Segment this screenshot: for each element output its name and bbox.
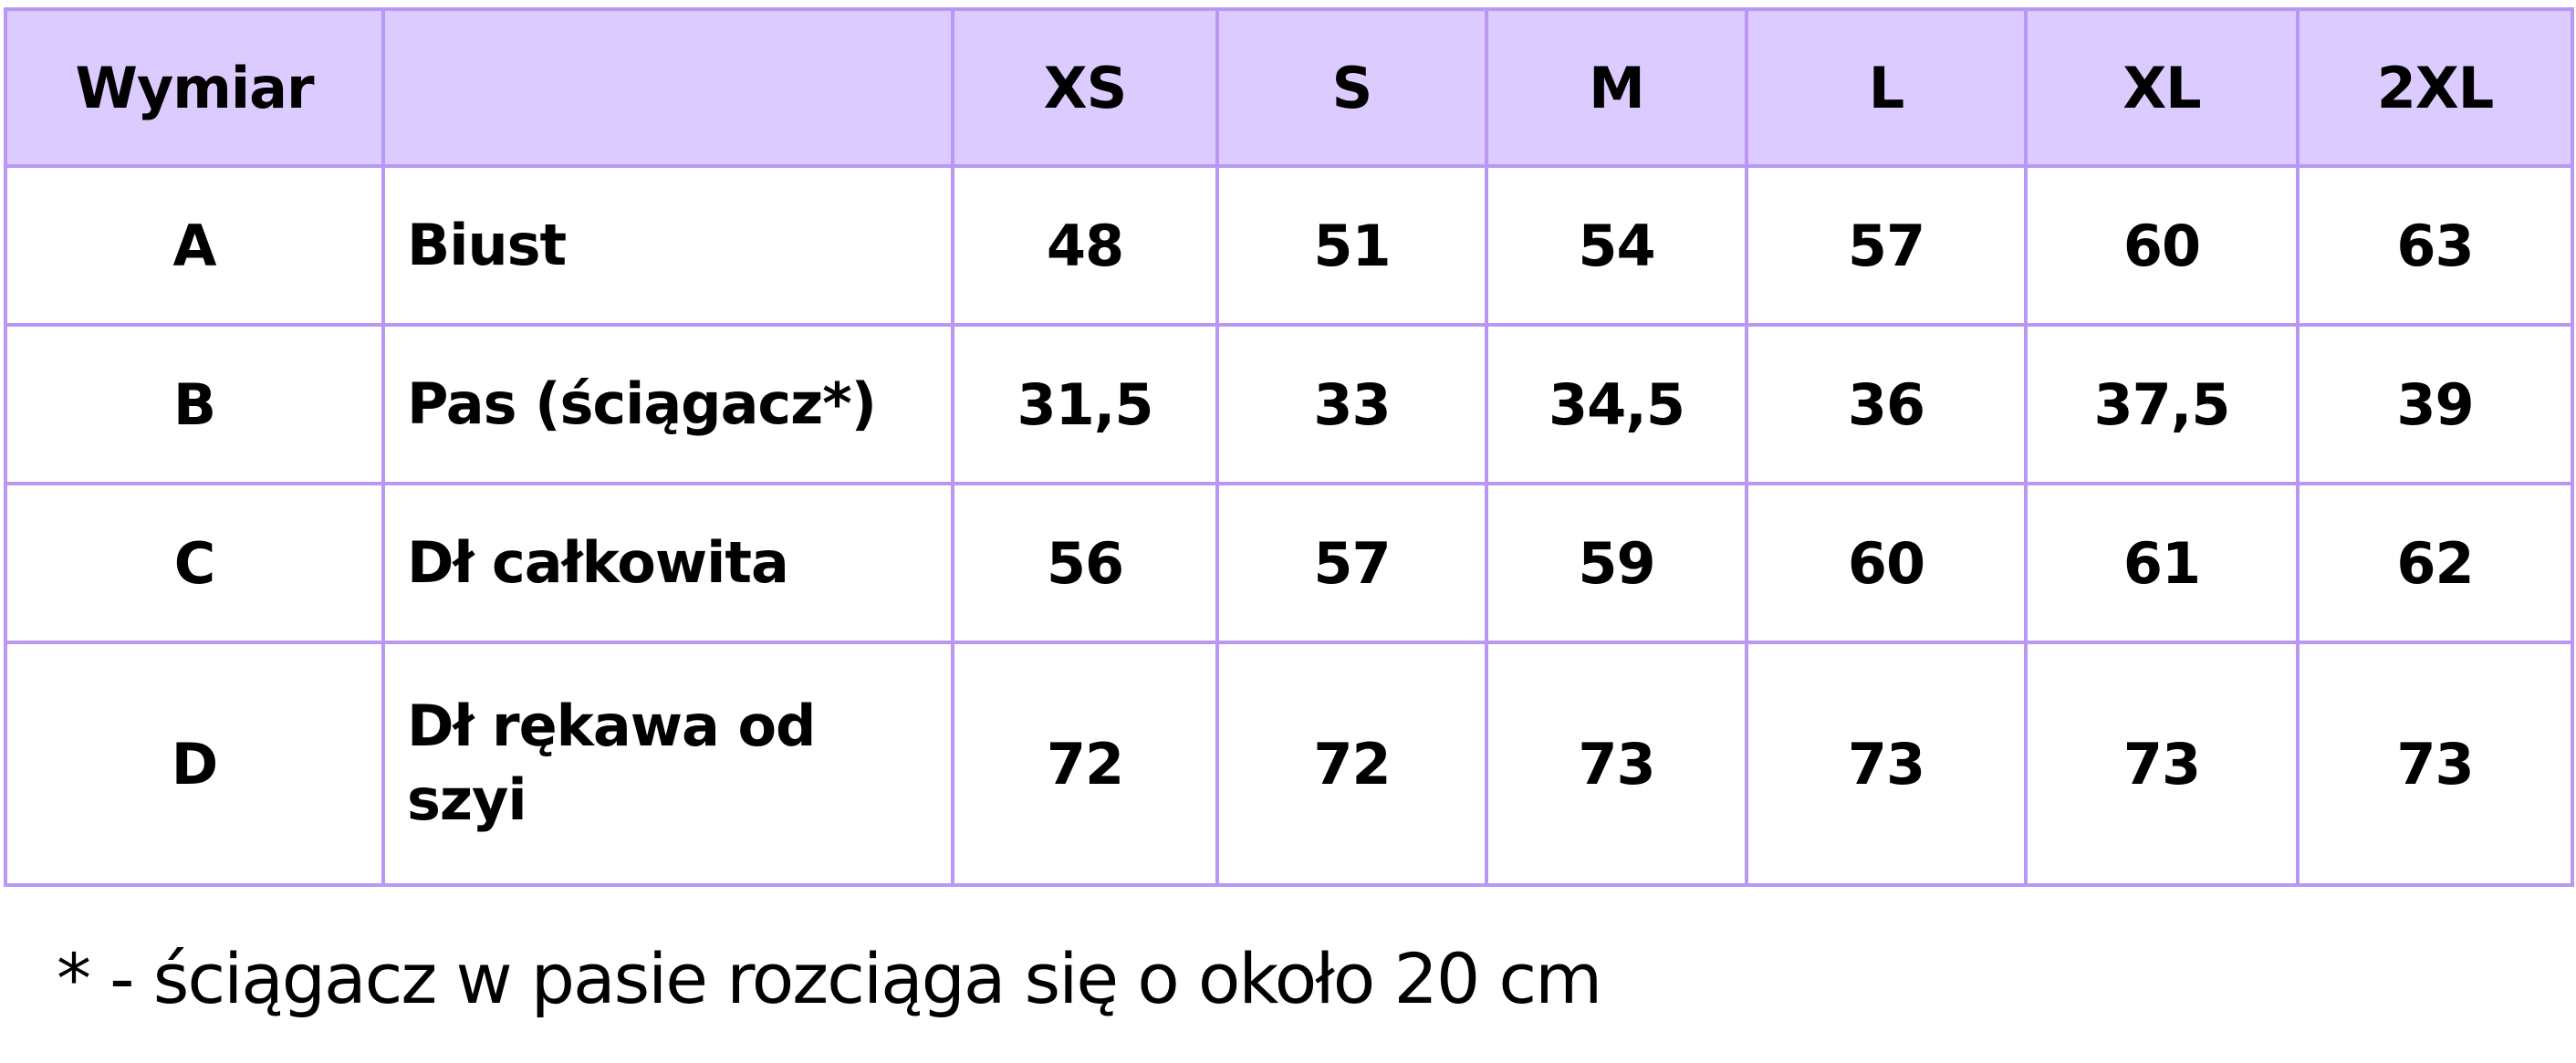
row-name: Dł rękawa od szyi [381,641,954,887]
value-cell: 31,5 [951,323,1219,485]
value-cell: 56 [951,482,1219,644]
value-cell: 57 [1215,482,1488,644]
value-cell: 51 [1215,164,1488,327]
row-code: B [4,323,385,485]
value-cell: 61 [2024,482,2300,644]
table-row: D Dł rękawa od szyi 72 72 73 73 73 73 [4,641,2574,887]
value-cell: 60 [1745,482,2028,644]
table-row: B Pas (ściągacz*) 31,5 33 34,5 36 37,5 3… [4,323,2574,485]
value-cell: 39 [2296,323,2574,485]
value-cell: 60 [2024,164,2300,327]
value-cell: 37,5 [2024,323,2300,485]
value-cell: 63 [2296,164,2574,327]
header-cell: S [1215,7,1488,168]
value-cell: 72 [951,641,1219,887]
table-row: C Dł całkowita 56 57 59 60 61 62 [4,482,2574,644]
footnote: * - ściągacz w pasie rozciąga się o okoł… [57,938,1602,1019]
size-chart-table: Wymiar XS S M L XL 2XL A Biust 48 51 54 … [4,7,2574,887]
value-cell: 33 [1215,323,1488,485]
value-cell: 48 [951,164,1219,327]
value-cell: 54 [1485,164,1748,327]
value-cell: 73 [2296,641,2574,887]
header-cell: XL [2024,7,2300,168]
value-cell: 73 [2024,641,2300,887]
header-row: Wymiar XS S M L XL 2XL [4,7,2574,168]
header-cell: XS [951,7,1219,168]
value-cell: 72 [1215,641,1488,887]
header-cell: 2XL [2296,7,2574,168]
value-cell: 36 [1745,323,2028,485]
value-cell: 57 [1745,164,2028,327]
row-name: Biust [381,164,954,327]
header-cell: M [1485,7,1748,168]
value-cell: 59 [1485,482,1748,644]
value-cell: 34,5 [1485,323,1748,485]
value-cell: 73 [1485,641,1748,887]
row-code: D [4,641,385,887]
row-name: Pas (ściągacz*) [381,323,954,485]
value-cell: 73 [1745,641,2028,887]
value-cell: 62 [2296,482,2574,644]
row-code: C [4,482,385,644]
header-cell [381,7,954,168]
header-cell: Wymiar [4,7,385,168]
table-row: A Biust 48 51 54 57 60 63 [4,164,2574,327]
row-code: A [4,164,385,327]
row-name: Dł całkowita [381,482,954,644]
header-cell: L [1745,7,2028,168]
